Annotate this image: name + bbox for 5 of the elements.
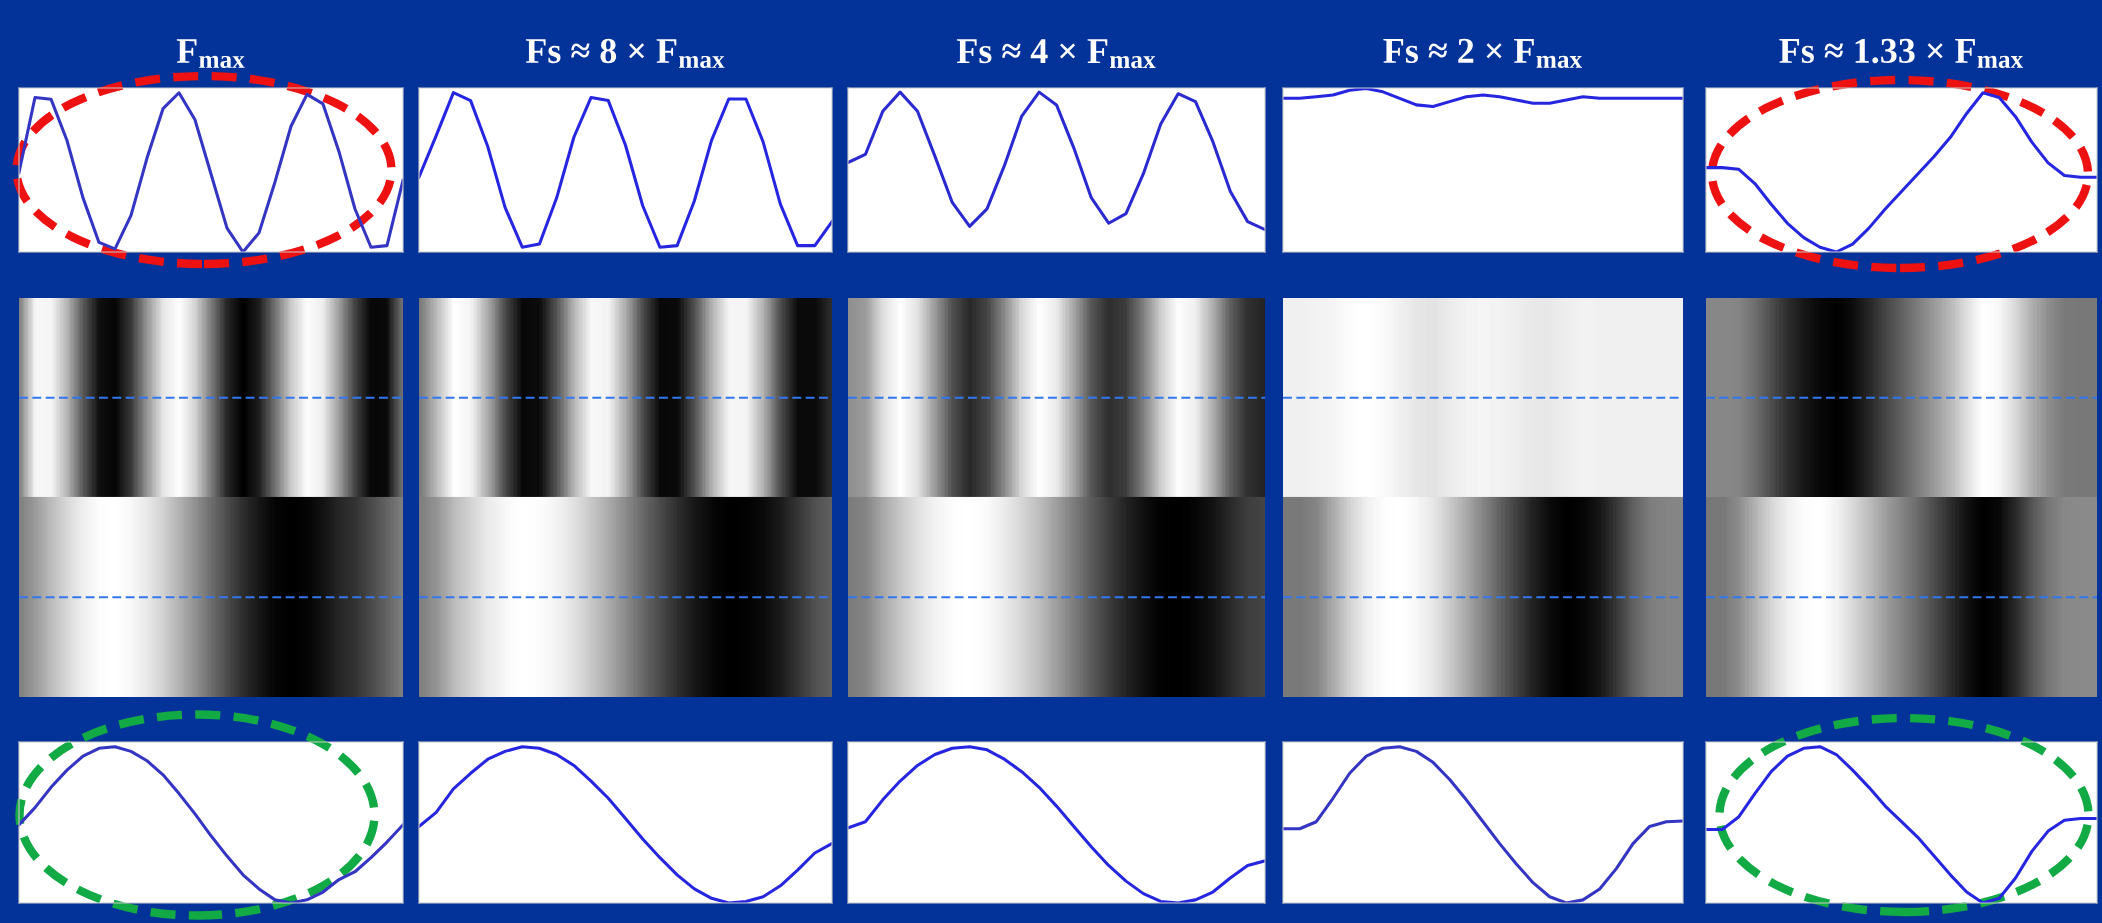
chart-title: Fs ≈ 8 × F$_{max}$ — [525, 38, 725, 69]
chart-title: Fs ≈ 1.33 × F$_{max}$ — [1779, 38, 2024, 68]
chart-title: Fs ≈ 2 × F$_{max}$ — [1383, 38, 1583, 68]
chart-title: Fs ≈ 4 × F$_{max}$ — [956, 39, 1156, 69]
chart-title: F$_{max}$ — [176, 39, 245, 69]
